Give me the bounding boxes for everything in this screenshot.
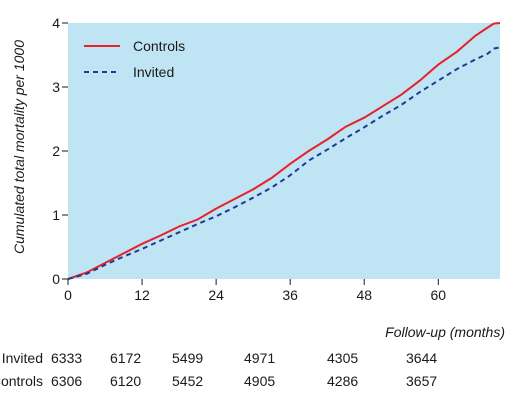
x-tick-label: 36: [282, 287, 298, 303]
x-tick-label: 12: [134, 287, 150, 303]
risk-cell: 3657: [406, 373, 438, 389]
risk-cell: 6333: [51, 350, 83, 366]
risk-cell: 3644: [406, 350, 438, 366]
y-axis-label: Cumulated total mortality per 1000: [11, 40, 27, 254]
y-tick-label: 1: [52, 207, 60, 223]
risk-cell: 4905: [244, 373, 276, 389]
risk-row-label: Controls: [0, 373, 43, 389]
x-axis-label: Follow-up (months): [385, 324, 505, 340]
risk-cell: 5452: [172, 373, 204, 389]
risk-cell: 6306: [51, 373, 83, 389]
legend-label: Invited: [133, 64, 174, 80]
x-tick-label: 60: [430, 287, 446, 303]
legend: Controls Invited: [84, 38, 185, 80]
series-lines: [67, 22, 501, 280]
y-tick-label: 0: [52, 271, 60, 287]
risk-cell: 4971: [244, 350, 276, 366]
series-line-controls: [67, 22, 501, 280]
legend-label: Controls: [133, 38, 185, 54]
x-tick-label: 0: [64, 287, 72, 303]
risk-cell: 5499: [172, 350, 204, 366]
y-tick-label: 2: [52, 143, 60, 159]
x-tick-label: 48: [356, 287, 372, 303]
y-tick-label: 4: [52, 15, 60, 31]
risk-cell: 4305: [327, 350, 359, 366]
x-tick-label: 24: [208, 287, 224, 303]
risk-cell: 4286: [327, 373, 359, 389]
risk-cell: 6120: [110, 373, 142, 389]
y-tick-label: 3: [52, 79, 60, 95]
plot-area: [68, 23, 500, 279]
risk-cell: 6172: [110, 350, 142, 366]
risk-row-label: Invited: [1, 350, 43, 366]
y-axis-ticks: 0 1 2 3 4: [52, 15, 68, 287]
series-line-invited: [67, 46, 501, 280]
x-axis-ticks: 0 12 24 36 48 60: [64, 279, 446, 303]
